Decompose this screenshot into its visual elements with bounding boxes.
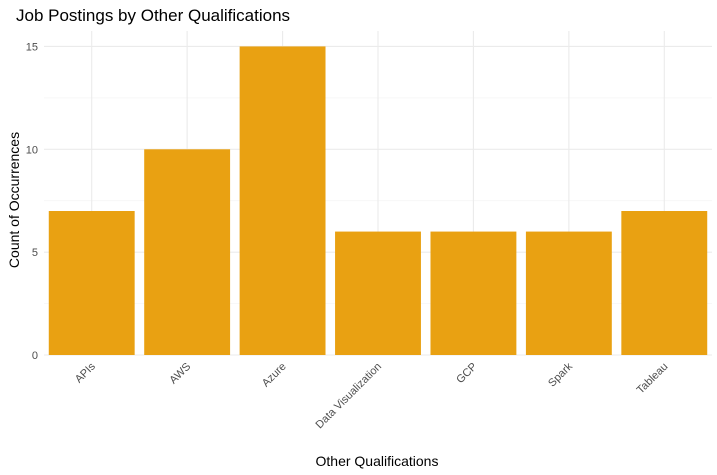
x-tick-label: GCP bbox=[454, 361, 479, 386]
y-tick-label: 10 bbox=[26, 144, 38, 156]
x-tick-label: Azure bbox=[260, 361, 289, 390]
chart-title: Job Postings by Other Qualifications bbox=[16, 6, 290, 25]
y-tick-label: 15 bbox=[26, 41, 38, 53]
x-axis-ticks: APIs AWS Azure Data Visualization GCP Spark Ta… bbox=[73, 360, 670, 431]
x-tick-label: AWS bbox=[167, 361, 193, 387]
bar bbox=[525, 231, 612, 355]
y-tick-label: 0 bbox=[32, 350, 38, 362]
bar bbox=[335, 231, 421, 355]
x-tick-label: Tableau bbox=[635, 361, 671, 397]
x-tick-label: Spark bbox=[546, 360, 575, 389]
bar bbox=[621, 211, 708, 355]
bar bbox=[144, 149, 231, 355]
x-tick-label: Data Visualization bbox=[314, 361, 385, 432]
x-axis-title: Other Qualifications bbox=[316, 453, 439, 469]
bar bbox=[430, 231, 517, 355]
bars bbox=[48, 46, 708, 356]
x-tick-label: APIs bbox=[73, 360, 98, 385]
bar bbox=[48, 211, 135, 355]
y-axis-ticks: 0 5 10 15 bbox=[26, 41, 38, 362]
y-axis-title: Count of Occurrences bbox=[6, 132, 22, 268]
y-tick-label: 5 bbox=[32, 247, 38, 259]
bar bbox=[239, 46, 326, 356]
